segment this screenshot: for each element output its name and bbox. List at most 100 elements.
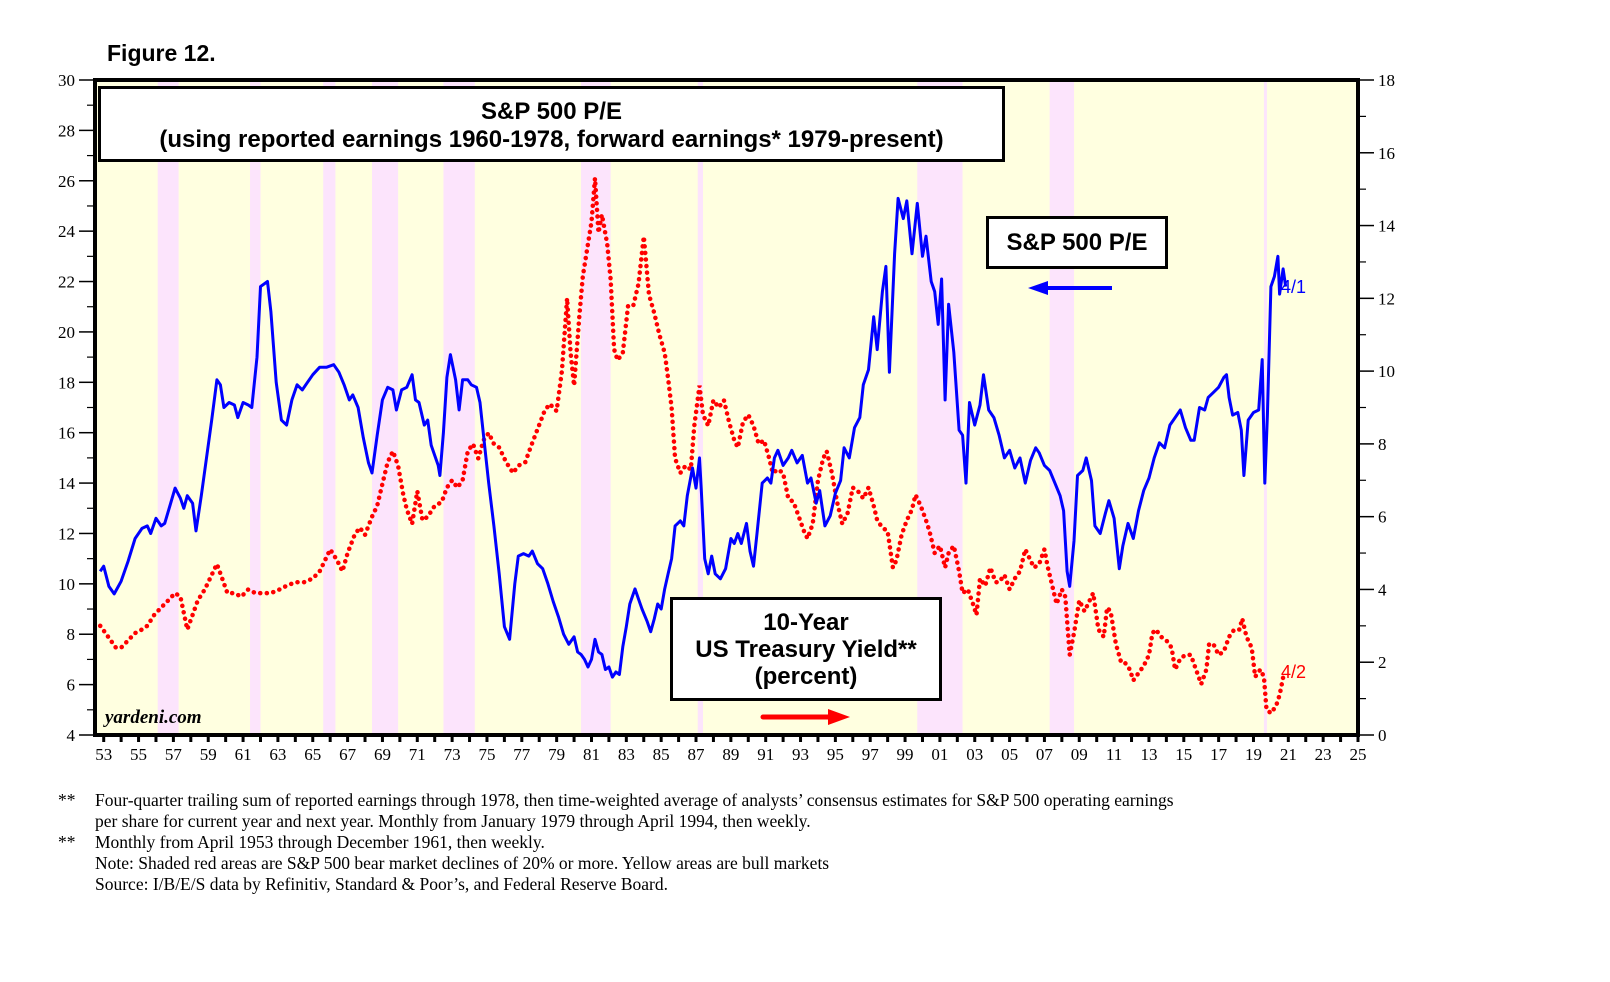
x-tick-label: 99 [897, 745, 914, 764]
x-tick-label: 03 [966, 745, 983, 764]
watermark: yardeni.com [105, 707, 202, 728]
x-tick-label: 09 [1071, 745, 1088, 764]
bear-market-band [1263, 80, 1267, 735]
footnote-text: Monthly from April 1953 through December… [95, 832, 545, 852]
x-tick-label: 17 [1210, 745, 1228, 764]
x-tick-label: 71 [409, 745, 426, 764]
chart-subtitle: (using reported earnings 1960-1978, forw… [159, 126, 944, 153]
right-tick-label: 16 [1378, 144, 1395, 163]
right-tick-label: 4 [1378, 580, 1387, 599]
chart-title-box: S&P 500 P/E (using reported earnings 196… [98, 86, 1005, 162]
x-tick-label: 23 [1315, 745, 1332, 764]
right-tick-label: 0 [1378, 726, 1387, 745]
legend-treasury-line-2: US Treasury Yield** [695, 636, 917, 663]
pe-ratio-line [98, 196, 1288, 679]
x-tick-label: 85 [653, 745, 670, 764]
left-tick-label: 22 [58, 273, 75, 292]
x-tick-label: 63 [269, 745, 286, 764]
x-tick-label: 93 [792, 745, 809, 764]
bear-market-band [250, 80, 261, 735]
left-tick-label: 26 [58, 172, 75, 191]
left-y-axis: 30 28 26 24 22 20 18 16 14 12 10 8 6 4 [58, 71, 95, 745]
footnote-mark [58, 874, 95, 895]
x-tick-label: 13 [1140, 745, 1157, 764]
x-tick-label: 87 [688, 745, 706, 764]
x-tick-label: 79 [548, 745, 565, 764]
left-tick-label: 20 [58, 323, 75, 342]
x-tick-label: 21 [1280, 745, 1297, 764]
x-tick-label: 67 [339, 745, 357, 764]
bear-market-band [157, 80, 179, 735]
right-tick-label: 10 [1378, 362, 1395, 381]
x-tick-label: 89 [722, 745, 739, 764]
left-tick-label: 14 [58, 474, 76, 493]
bear-market-band [1049, 80, 1075, 735]
left-tick-label: 18 [58, 373, 75, 392]
x-tick-label: 73 [444, 745, 461, 764]
legend-treasury-line-3: (percent) [754, 663, 858, 690]
x-tick-label: 07 [1036, 745, 1054, 764]
legend-arrows [760, 281, 1112, 725]
pe-end-label: 4/1 [1281, 277, 1307, 297]
pe-arrow-left-icon [1028, 281, 1048, 295]
x-tick-label: 59 [200, 745, 217, 764]
x-tick-label: 91 [757, 745, 774, 764]
bear-market-band [371, 80, 399, 735]
left-tick-label: 30 [58, 71, 75, 90]
left-tick-label: 16 [58, 424, 75, 443]
right-tick-label: 2 [1378, 653, 1387, 672]
x-tick-label: 11 [1106, 745, 1122, 764]
footnote-mark [58, 853, 95, 874]
yield-arrow-right-icon [828, 709, 850, 725]
right-tick-label: 18 [1378, 71, 1395, 90]
legend-treasury: 10-Year US Treasury Yield** (percent) [670, 597, 942, 701]
footnote-row: Note: Shaded red areas are S&P 500 bear … [58, 853, 1398, 874]
bear-market-band [323, 80, 336, 735]
x-tick-label: 57 [165, 745, 183, 764]
bear-market-band [697, 80, 703, 735]
footnote-text: Four-quarter trailing sum of reported ea… [95, 790, 1174, 810]
figure-label: Figure 12. [107, 40, 216, 66]
x-tick-label: 69 [374, 745, 391, 764]
footnote-row: Source: I/B/E/S data by Refinitiv, Stand… [58, 874, 1398, 895]
footnote-text: Note: Shaded red areas are S&P 500 bear … [95, 853, 830, 873]
right-tick-label: 8 [1378, 435, 1387, 454]
left-tick-label: 24 [58, 222, 76, 241]
x-axis: 53 55 57 59 61 63 65 67 69 71 73 75 77 79 81 83 85 87 89 91… [95, 735, 1367, 764]
x-tick-label: 77 [513, 745, 531, 764]
x-tick-label: 05 [1001, 745, 1018, 764]
footnote-mark: ** [58, 790, 76, 810]
footnote-row: ** Four-quarter trailing sum of reported … [58, 790, 1398, 811]
right-tick-label: 14 [1378, 217, 1396, 236]
footnote-text: Source: I/B/E/S data by Refinitiv, Stand… [95, 874, 669, 894]
left-tick-label: 28 [58, 121, 75, 140]
left-tick-label: 10 [58, 575, 75, 594]
footnotes: ** Four-quarter trailing sum of reported … [58, 790, 1398, 895]
x-tick-label: 95 [827, 745, 844, 764]
x-tick-label: 01 [931, 745, 948, 764]
left-tick-label: 8 [67, 625, 76, 644]
treasury-yield-series [97, 178, 1287, 717]
x-tick-label: 15 [1175, 745, 1192, 764]
x-tick-label: 61 [235, 745, 252, 764]
footnote-mark: ** [58, 832, 76, 852]
right-tick-label: 12 [1378, 289, 1395, 308]
plot-border [93, 78, 1360, 737]
treasury-yield-line [97, 178, 1287, 717]
yield-end-label: 4/2 [1281, 662, 1307, 682]
plot-frame [93, 78, 1360, 737]
left-tick-label: 6 [67, 676, 76, 695]
footnote-row: per share for current year and next year… [58, 811, 1398, 832]
x-tick-label: 83 [618, 745, 635, 764]
x-tick-label: 25 [1350, 745, 1367, 764]
x-tick-label: 53 [95, 745, 112, 764]
footnote-row: ** Monthly from April 1953 through Decemb… [58, 832, 1398, 853]
bear-market-shading [157, 80, 1267, 735]
x-tick-label: 97 [862, 745, 880, 764]
x-tick-label: 75 [478, 745, 495, 764]
left-tick-label: 4 [67, 726, 76, 745]
legend-pe: S&P 500 P/E [986, 216, 1168, 269]
legend-pe-label: S&P 500 P/E [1006, 229, 1148, 256]
legend-treasury-line-1: 10-Year [763, 609, 849, 636]
